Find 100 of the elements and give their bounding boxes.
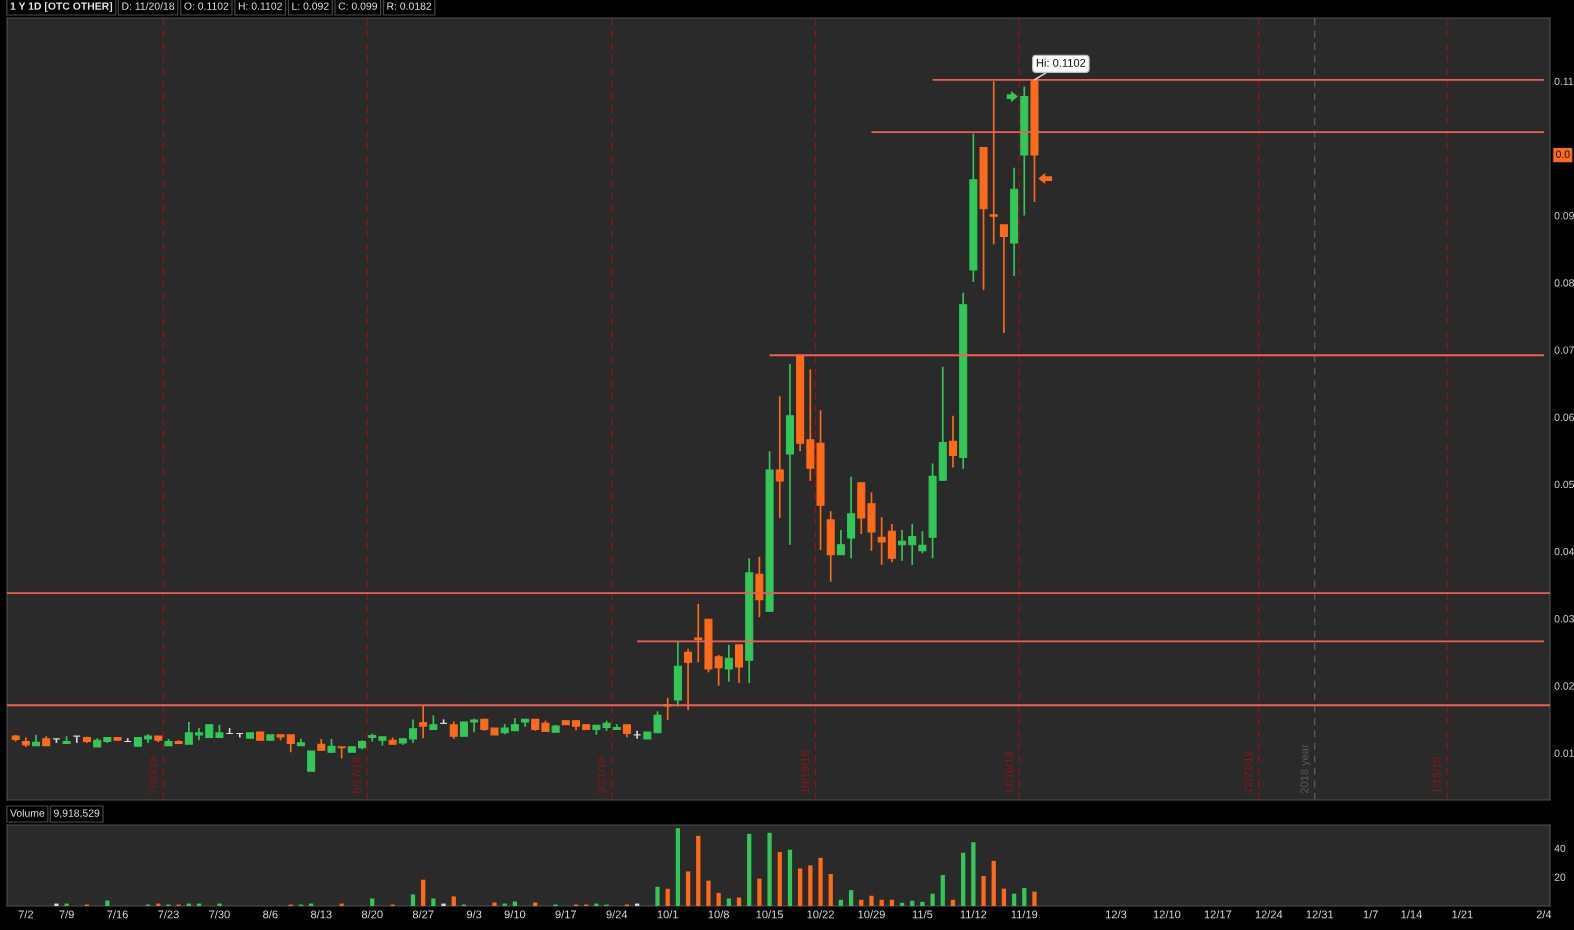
bar [848, 890, 854, 906]
candlestick [307, 750, 316, 772]
x-tick-label: 8/27 [412, 910, 434, 919]
candlestick [653, 710, 662, 734]
x-tick-label: 10/29 [858, 910, 885, 919]
candlestick [989, 80, 998, 246]
x-tick-label: 8/13 [310, 910, 332, 919]
y-tick-label: 40 [1554, 844, 1566, 853]
candlestick [714, 654, 723, 687]
text: D: 11/20/18 [122, 2, 175, 10]
chart-title: 1 Y 1D [OTC OTHER] [10, 2, 113, 12]
text: 0.0 [1555, 150, 1570, 158]
candlestick [908, 523, 917, 566]
candlestick [836, 529, 845, 556]
bar [736, 897, 742, 906]
bar [706, 880, 711, 906]
candlestick [684, 648, 693, 711]
y-tick-label: 0.06 [1554, 413, 1574, 421]
candlestick [184, 721, 193, 746]
x-tick-label: 2/4 [1536, 910, 1552, 919]
bar [685, 871, 691, 906]
annotation: 12/21/18 [1244, 750, 1253, 793]
candlestick [368, 732, 377, 743]
bar [1011, 893, 1017, 906]
candlestick [724, 643, 733, 683]
bar [492, 902, 497, 906]
y-tick-label: 0.11 [1554, 77, 1574, 86]
x-tick-label: 1/7 [1363, 910, 1378, 919]
candlestick [735, 643, 744, 684]
bar [594, 903, 599, 906]
candlestick [337, 746, 346, 760]
bar [869, 895, 874, 906]
text: O: 0.1102 [184, 2, 229, 10]
x-tick-label: 11/19 [1011, 910, 1038, 919]
candlestick [775, 395, 784, 519]
x-tick-label: 11/5 [912, 910, 933, 919]
x-tick-label: 1/21 [1452, 910, 1473, 919]
y-tick-label: 0.07 [1554, 346, 1574, 354]
text: L: 0.092 [292, 2, 329, 10]
bar [910, 900, 915, 906]
annotation: 10/19/18 [800, 750, 810, 793]
bar [981, 876, 986, 906]
x-tick-label: 9/24 [606, 910, 628, 919]
y-tick-label: 0.01 [1554, 749, 1574, 757]
bar [217, 903, 222, 906]
bar [940, 875, 945, 906]
y-tick-label: 0.08 [1554, 279, 1574, 287]
bar [696, 835, 701, 906]
x-tick-label: 10/22 [807, 910, 834, 919]
candlestick [419, 705, 428, 740]
bar [930, 893, 935, 906]
bar [451, 896, 456, 906]
text: 9,918,529 [53, 809, 100, 819]
candlestick [898, 529, 907, 562]
bar [757, 878, 762, 906]
annotation: 7/20/18 [148, 757, 158, 794]
bar [54, 903, 59, 906]
x-tick-label: 12/24 [1255, 910, 1283, 919]
x-tick-label: 9/3 [466, 910, 482, 919]
x-tick-label: 7/9 [59, 910, 74, 919]
annotation: Hi: 0.1102 [1036, 58, 1086, 67]
bar [828, 874, 833, 906]
x-tick-label: 9/10 [504, 910, 526, 919]
bar [808, 865, 813, 906]
bar [441, 903, 446, 906]
x-tick-label: 12/10 [1153, 910, 1181, 919]
bar [767, 832, 772, 906]
x-tick-label: 12/17 [1204, 910, 1232, 919]
bar [726, 898, 731, 906]
candlestick [948, 414, 957, 469]
bar [961, 852, 966, 906]
bar [991, 860, 996, 906]
x-tick-label: 10/1 [657, 910, 678, 919]
bar [787, 849, 793, 906]
y-tick-label: 0.02 [1554, 682, 1574, 690]
annotation: 8/17/18 [352, 757, 361, 794]
bar [971, 842, 976, 906]
x-tick-label: 7/2 [18, 910, 34, 919]
x-tick-label: 9/17 [555, 910, 577, 919]
x-tick-label: 12/3 [1106, 910, 1127, 919]
x-tick-label: 11/12 [960, 910, 987, 919]
y-tick-label: 0.04 [1554, 547, 1574, 556]
candlestick [999, 224, 1008, 334]
x-tick-label: 8/6 [263, 910, 278, 919]
bar [1001, 888, 1007, 906]
candlestick [918, 530, 927, 555]
bar [370, 898, 375, 906]
x-tick-label: 10/15 [756, 910, 784, 919]
annotation: 1/18/19 [1432, 757, 1441, 793]
y-tick-label: 0.03 [1554, 615, 1574, 623]
bar [777, 851, 782, 906]
text: R: 0.0182 [387, 2, 432, 10]
x-tick-label: 12/31 [1306, 910, 1334, 919]
bar [64, 903, 69, 906]
bar [818, 857, 823, 906]
bar [798, 868, 803, 906]
x-tick-label: 10/8 [708, 910, 729, 919]
bar [431, 898, 436, 906]
bar [410, 894, 416, 906]
candlestick [195, 727, 204, 742]
